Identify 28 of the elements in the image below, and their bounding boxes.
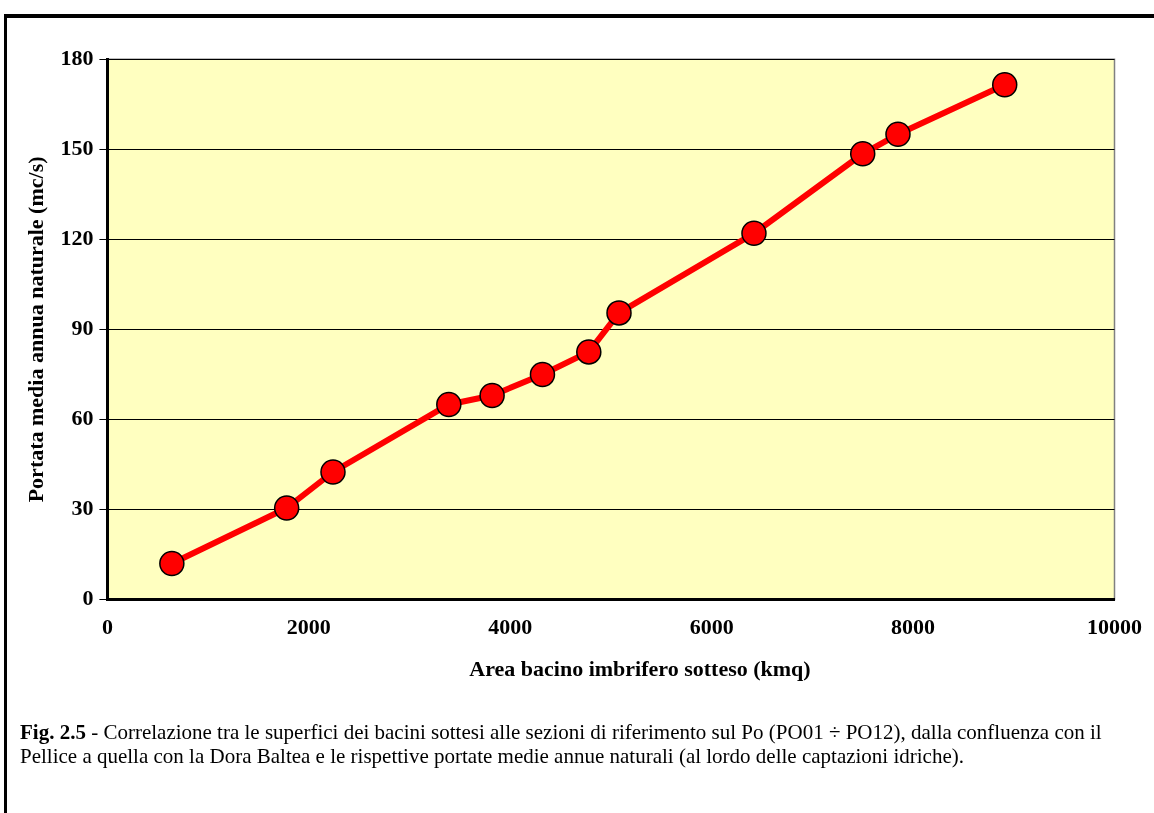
point — [576, 339, 602, 365]
y-tick-label: 60 — [71, 405, 94, 431]
y-tick-label: 120 — [60, 225, 94, 251]
y-tick-label: 90 — [71, 315, 94, 341]
point — [159, 550, 185, 577]
point — [849, 141, 876, 167]
point — [885, 121, 911, 148]
x-axis-title: Area bacino imbrifero sotteso (kmq) — [468, 656, 812, 682]
x-tick-label: 0 — [101, 614, 113, 640]
x-tick-label: 10000 — [1087, 614, 1142, 640]
y-axis-title: Portata media annua naturale (mc/s) — [22, 156, 48, 503]
y-tick-label: 150 — [60, 134, 94, 160]
point — [273, 495, 300, 521]
point — [741, 220, 767, 247]
x-tick-label: 6000 — [689, 614, 734, 640]
x-tick-label: 2000 — [286, 614, 331, 640]
point — [479, 382, 505, 409]
point — [529, 361, 556, 388]
point — [991, 71, 1018, 98]
point — [606, 300, 632, 326]
point — [320, 459, 346, 485]
x-tick-label: 8000 — [891, 614, 936, 640]
y-tick-label: 30 — [71, 495, 94, 521]
x-tick-label: 4000 — [488, 614, 533, 640]
y-tick-label: 0 — [82, 585, 94, 611]
y-tick-label: 180 — [60, 44, 94, 70]
caption: Fig. 2.5 - Correlazione tra le superfici dei bacini sottesi alle sezioni di riferimento sul Po (PO01 ÷ PO12), dalla confluenza con il Pellice a quella con la Dora Baltea e le rispettive portate medie annue naturali (al lordo delle captazioni idriche). — [20, 720, 1103, 768]
point — [436, 391, 462, 418]
